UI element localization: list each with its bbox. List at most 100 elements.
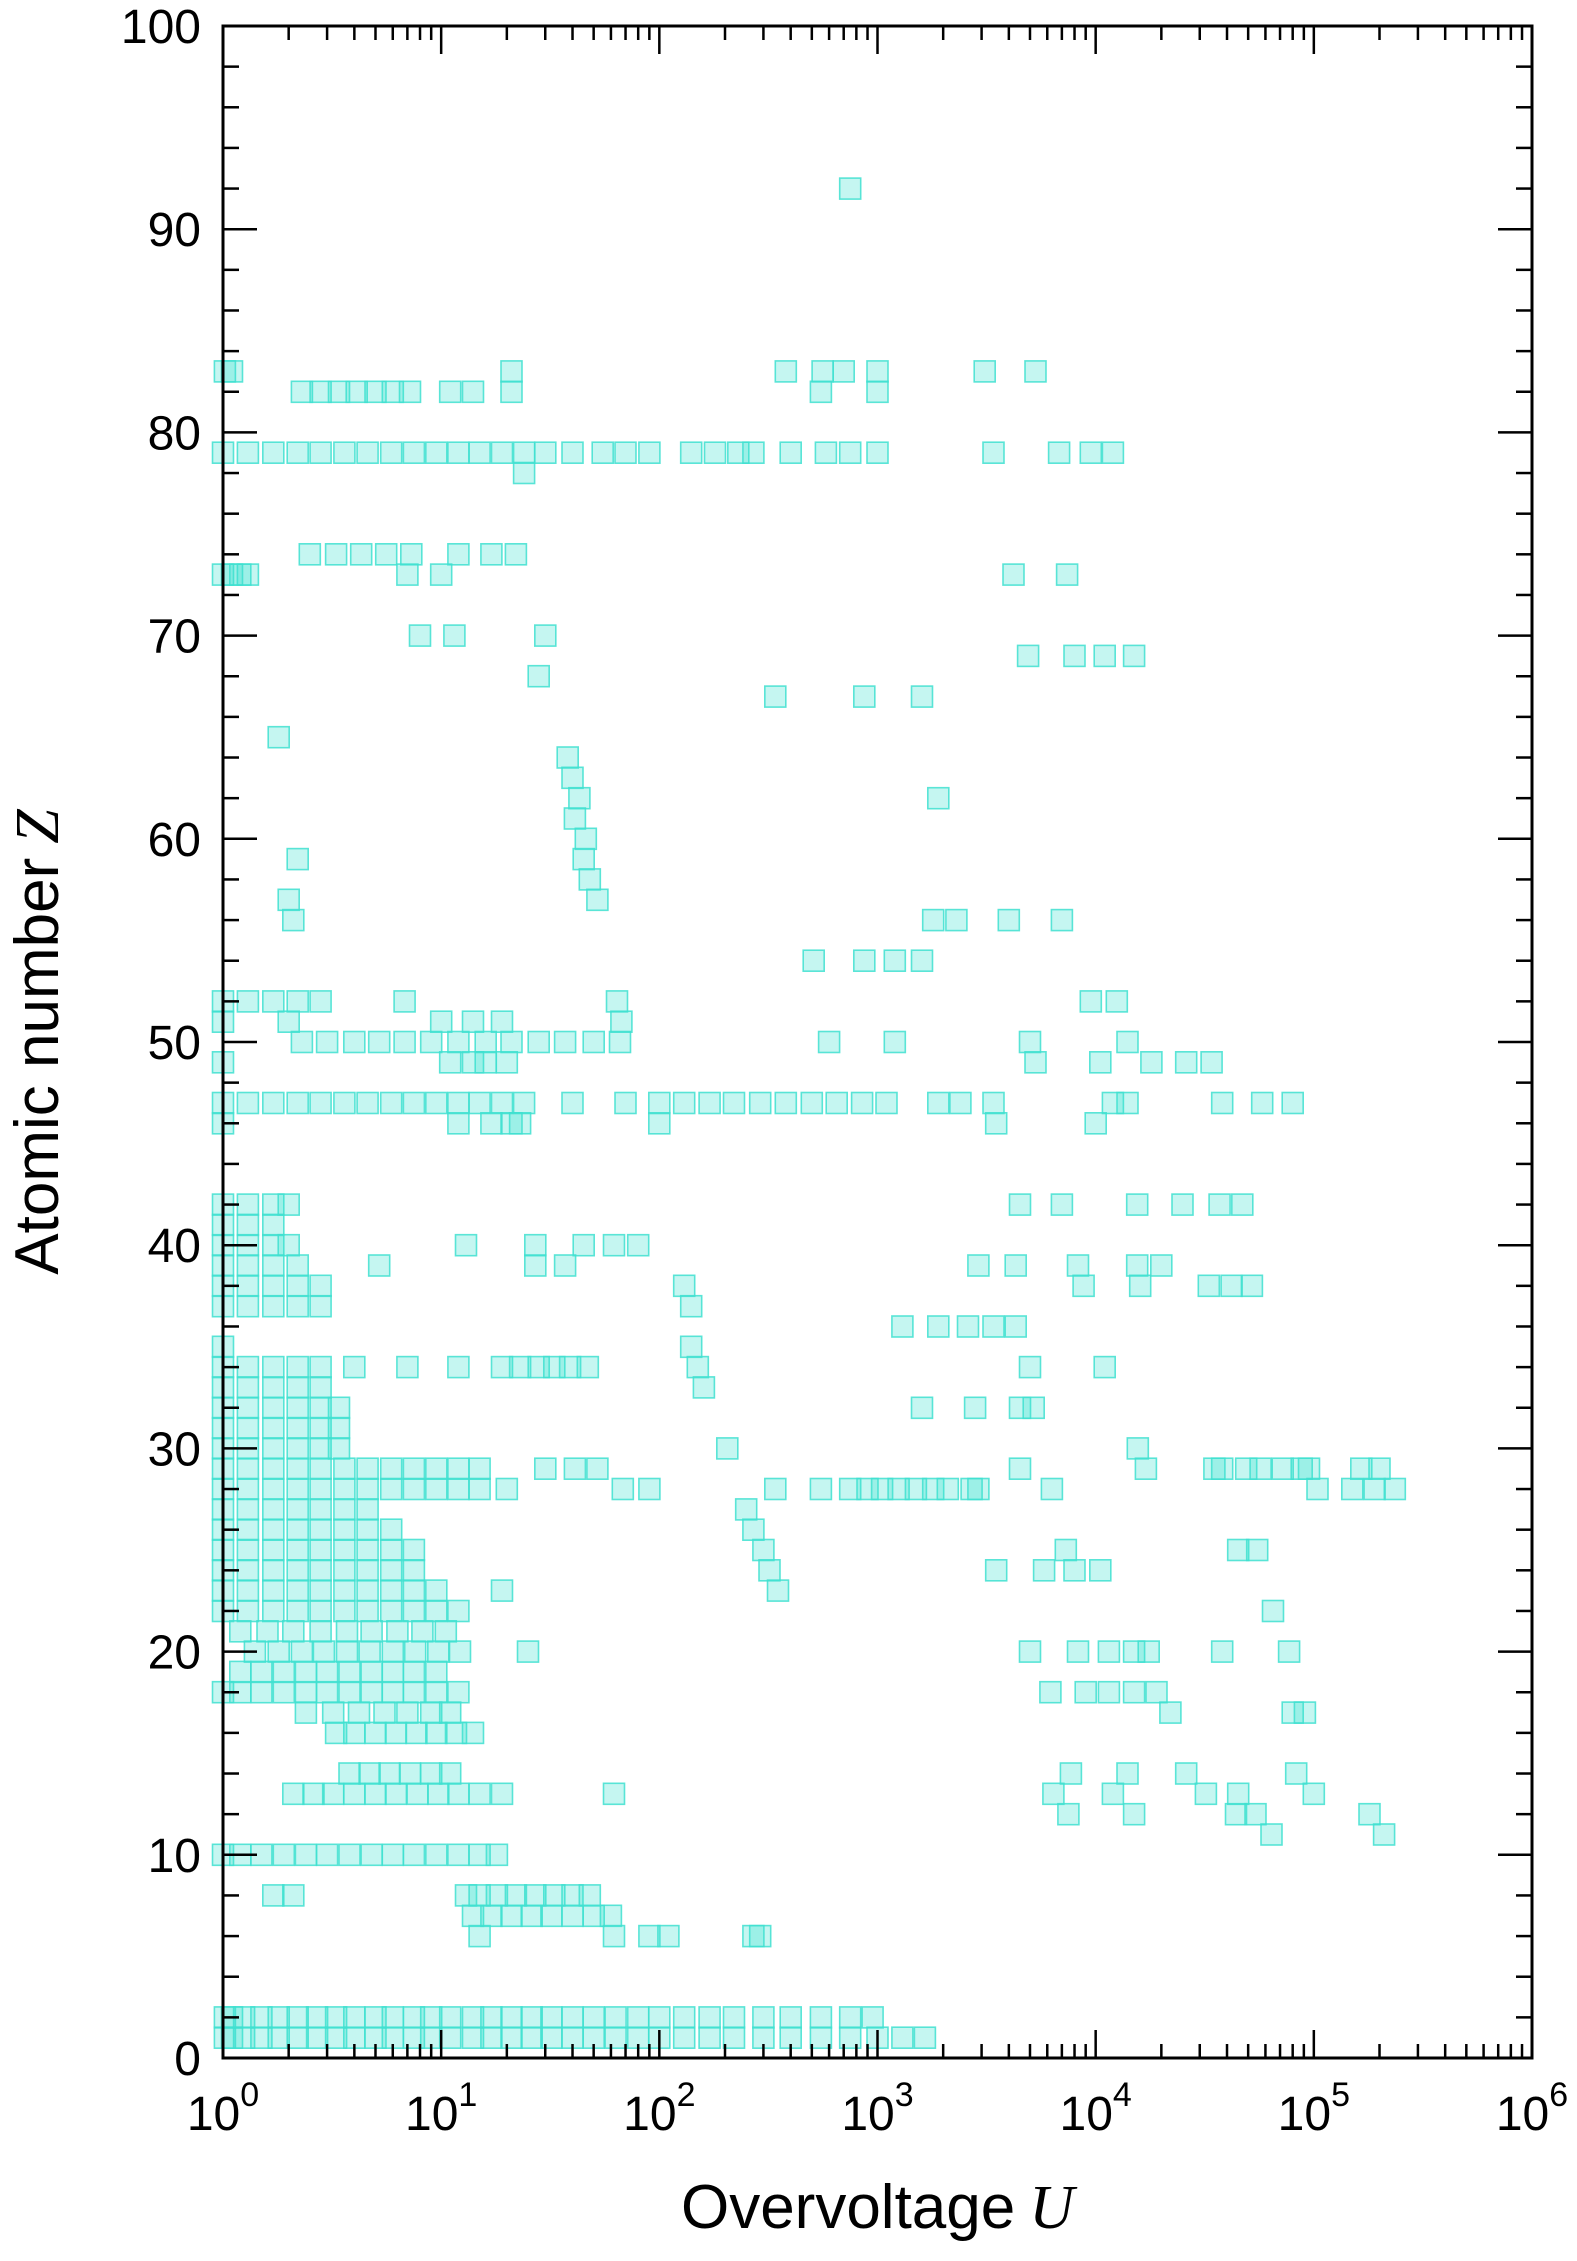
data-point xyxy=(563,807,587,830)
data-point xyxy=(611,1477,635,1501)
data-point xyxy=(647,1091,671,1115)
data-point xyxy=(1126,1437,1150,1460)
data-point xyxy=(495,1477,519,1501)
data-point xyxy=(398,380,422,404)
data-point xyxy=(327,1396,351,1420)
data-point xyxy=(686,1355,710,1379)
data-point xyxy=(1050,908,1074,932)
data-point xyxy=(1054,1538,1078,1562)
data-point xyxy=(447,1477,470,1501)
data-point xyxy=(997,908,1021,932)
data-point xyxy=(866,360,889,383)
data-point xyxy=(1137,1640,1160,1663)
data-point xyxy=(286,1091,310,1115)
data-point xyxy=(286,1396,310,1420)
data-point xyxy=(500,380,523,404)
data-point xyxy=(679,1335,703,1359)
data-point xyxy=(1125,1254,1149,1277)
data-point xyxy=(468,1924,491,1948)
data-point xyxy=(485,1884,509,1907)
data-point xyxy=(461,1904,485,1928)
data-point xyxy=(1093,1355,1116,1379)
data-point xyxy=(305,2006,329,2029)
data-point xyxy=(286,1457,310,1480)
data-point xyxy=(236,1355,260,1379)
data-point xyxy=(1093,644,1116,668)
data-point xyxy=(698,1091,721,1115)
data-point xyxy=(540,2006,563,2029)
data-point xyxy=(936,1477,960,1501)
data-point xyxy=(461,2006,485,2029)
data-point xyxy=(779,441,803,465)
data-point xyxy=(698,2026,721,2049)
data-point xyxy=(236,441,260,465)
data-point xyxy=(1072,1274,1095,1298)
data-point xyxy=(333,441,356,465)
data-point xyxy=(468,1843,491,1867)
x-tick-base: 10 xyxy=(187,2088,240,2141)
data-point xyxy=(424,1680,448,1704)
data-point xyxy=(429,1010,453,1034)
data-point xyxy=(386,1620,409,1643)
data-point xyxy=(561,1904,584,1928)
data-point xyxy=(356,1599,379,1623)
data-point xyxy=(1008,1457,1032,1480)
data-point xyxy=(468,1782,491,1806)
data-point xyxy=(861,2006,884,2029)
data-point xyxy=(447,1782,470,1806)
data-point xyxy=(256,1620,279,1643)
data-point xyxy=(1097,1640,1121,1663)
data-point xyxy=(602,1233,626,1257)
data-point xyxy=(582,1904,606,1928)
data-point xyxy=(1372,1823,1396,1846)
data-point xyxy=(883,1030,907,1054)
data-point xyxy=(286,1254,310,1277)
data-point xyxy=(261,1538,285,1562)
data-point xyxy=(1240,1274,1264,1298)
data-point xyxy=(342,1782,366,1806)
data-point xyxy=(602,1924,626,1948)
data-point xyxy=(309,1599,332,1623)
data-point xyxy=(572,847,596,871)
data-point xyxy=(1040,1477,1064,1501)
data-point xyxy=(1159,1701,1182,1724)
data-point xyxy=(1008,1396,1032,1420)
data-point xyxy=(379,1518,403,1541)
data-point xyxy=(602,1782,626,1806)
data-point xyxy=(309,1498,332,1521)
data-point xyxy=(1245,1538,1269,1562)
data-point xyxy=(402,1091,426,1115)
data-point xyxy=(1358,1802,1381,1826)
data-point xyxy=(1002,563,1025,586)
data-point xyxy=(229,1660,252,1684)
data-point xyxy=(608,1030,632,1054)
data-point xyxy=(520,1904,544,1928)
data-point xyxy=(402,2006,426,2029)
data-point xyxy=(379,1091,403,1115)
data-point xyxy=(504,1884,528,1907)
data-point xyxy=(438,2006,462,2029)
data-point xyxy=(261,1274,285,1298)
data-point xyxy=(403,1640,427,1663)
data-point xyxy=(333,1457,356,1480)
data-point xyxy=(281,908,305,932)
data-point xyxy=(742,441,765,465)
data-point xyxy=(267,1640,291,1663)
data-point xyxy=(236,1416,260,1440)
data-point xyxy=(309,1620,332,1643)
data-point xyxy=(379,441,403,465)
data-point xyxy=(405,1721,428,1745)
data-point xyxy=(333,1091,356,1115)
data-point xyxy=(236,1376,260,1399)
data-point xyxy=(672,2026,696,2049)
data-point xyxy=(984,1112,1008,1135)
data-point xyxy=(286,1355,310,1379)
data-point xyxy=(1089,1051,1112,1074)
data-point xyxy=(553,1030,577,1054)
data-point xyxy=(384,1782,408,1806)
data-point xyxy=(261,1396,285,1420)
data-point xyxy=(309,1457,332,1480)
x-tick-base: 10 xyxy=(1060,2088,1113,2141)
data-point xyxy=(447,1680,470,1704)
data-point xyxy=(578,868,602,891)
